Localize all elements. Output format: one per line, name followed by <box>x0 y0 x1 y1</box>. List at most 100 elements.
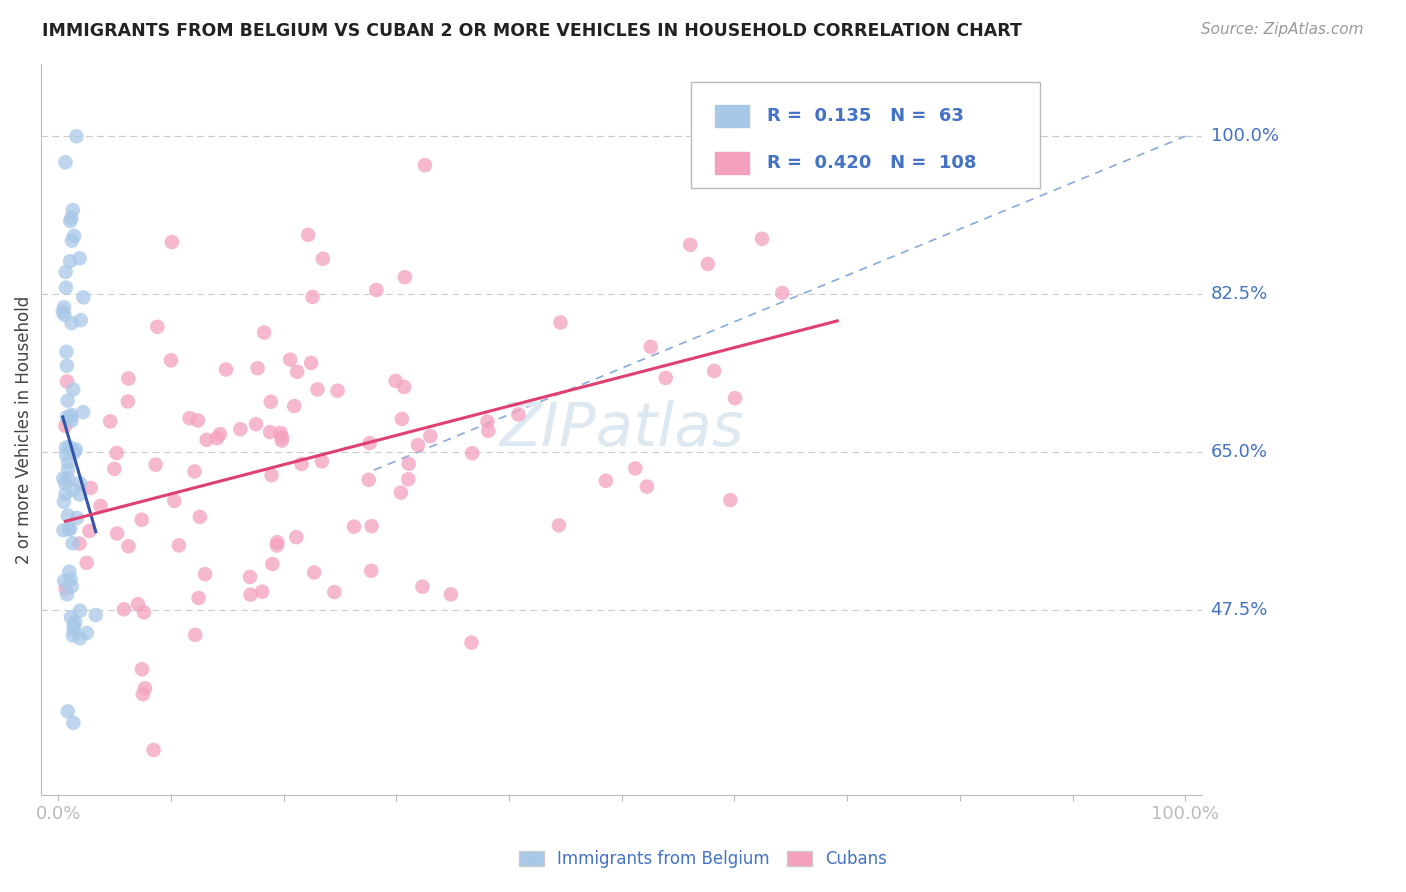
Point <box>52 471 75 485</box>
Point <box>79 524 101 538</box>
Point <box>323 585 346 599</box>
Point <box>357 473 380 487</box>
Point <box>62 628 84 642</box>
Point <box>69 604 91 618</box>
Point <box>187 413 209 427</box>
Point <box>359 436 381 450</box>
Point <box>131 513 153 527</box>
Point <box>63 445 86 459</box>
Point <box>366 283 388 297</box>
Point <box>312 252 335 266</box>
Point <box>69 476 91 491</box>
Point <box>183 465 205 479</box>
Point <box>302 566 325 580</box>
Point <box>53 476 76 491</box>
Text: IMMIGRANTS FROM BELGIUM VS CUBAN 2 OR MORE VEHICLES IN HOUSEHOLD CORRELATION CHA: IMMIGRANTS FROM BELGIUM VS CUBAN 2 OR MO… <box>42 22 1022 40</box>
Point <box>58 565 80 579</box>
Point <box>69 487 91 501</box>
Point <box>239 588 262 602</box>
Point <box>105 526 128 541</box>
Point <box>84 608 107 623</box>
Text: R =  0.135   N =  63: R = 0.135 N = 63 <box>766 107 963 125</box>
Point <box>411 580 433 594</box>
Point <box>724 391 747 405</box>
Point <box>195 433 218 447</box>
Point <box>718 493 741 508</box>
Point <box>55 448 77 462</box>
Point <box>65 442 87 457</box>
Point <box>56 508 79 523</box>
Point <box>636 480 658 494</box>
Point <box>142 743 165 757</box>
Point <box>259 425 281 439</box>
Point <box>406 438 429 452</box>
Point <box>360 564 382 578</box>
Point <box>215 362 238 376</box>
Point <box>53 574 76 588</box>
Point <box>285 530 308 544</box>
Point <box>59 214 82 228</box>
Point <box>55 441 77 455</box>
Point <box>65 615 87 629</box>
Point <box>69 252 91 266</box>
Point <box>55 344 77 359</box>
Point <box>163 494 186 508</box>
Point <box>278 352 301 367</box>
Text: 82.5%: 82.5% <box>1211 285 1268 303</box>
Point <box>131 662 153 676</box>
Point <box>56 462 79 476</box>
Point <box>679 237 702 252</box>
Point <box>58 440 80 454</box>
Point <box>117 539 139 553</box>
Point <box>60 234 83 248</box>
Point <box>398 457 420 471</box>
Point <box>184 628 207 642</box>
Point <box>59 572 82 586</box>
Point <box>179 411 201 425</box>
Point <box>103 462 125 476</box>
Point <box>65 129 87 144</box>
Point <box>59 409 82 424</box>
Text: 65.0%: 65.0% <box>1211 443 1268 461</box>
Point <box>60 579 83 593</box>
Text: 47.5%: 47.5% <box>1211 601 1268 619</box>
Point <box>60 408 83 422</box>
Point <box>508 408 530 422</box>
Point <box>62 483 84 497</box>
FancyBboxPatch shape <box>714 152 749 174</box>
Point <box>301 290 323 304</box>
Point <box>56 359 79 373</box>
Point <box>384 374 406 388</box>
Point <box>419 429 441 443</box>
Point <box>440 587 463 601</box>
Point <box>696 257 718 271</box>
Point <box>770 286 793 301</box>
Point <box>56 455 79 469</box>
Point <box>90 499 112 513</box>
Y-axis label: 2 or more Vehicles in Household: 2 or more Vehicles in Household <box>15 295 32 564</box>
Point <box>194 567 217 582</box>
Point <box>52 494 75 508</box>
FancyBboxPatch shape <box>692 82 1039 188</box>
Point <box>62 383 84 397</box>
Point <box>55 582 77 596</box>
Point <box>53 300 76 314</box>
Point <box>461 446 484 460</box>
Point <box>297 227 319 242</box>
Point <box>640 340 662 354</box>
Point <box>55 265 77 279</box>
Point <box>56 587 79 601</box>
Point <box>160 235 183 249</box>
Point <box>69 632 91 646</box>
Point <box>56 471 79 485</box>
Point <box>59 522 82 536</box>
Point <box>208 427 231 442</box>
Point <box>270 434 292 448</box>
Point <box>127 597 149 611</box>
Point <box>239 570 262 584</box>
Point <box>160 353 183 368</box>
Point <box>187 591 209 605</box>
Point <box>229 422 252 436</box>
Point <box>477 415 499 429</box>
Point <box>246 361 269 376</box>
